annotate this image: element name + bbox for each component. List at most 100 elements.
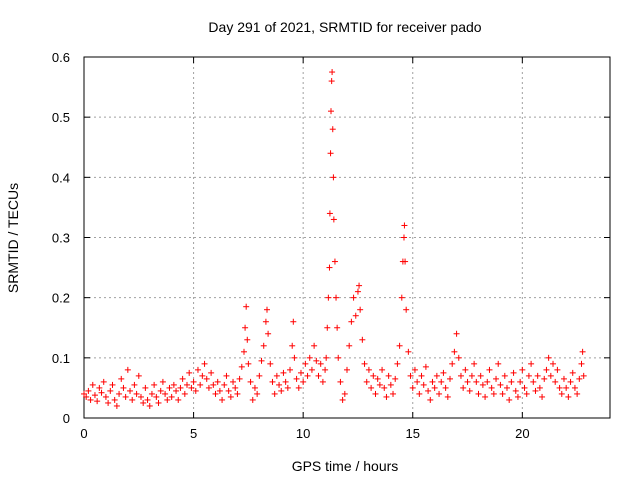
data-point: [131, 381, 138, 388]
data-point: [381, 384, 388, 391]
data-point: [530, 378, 537, 385]
data-point: [278, 387, 285, 394]
data-point: [289, 342, 296, 349]
data-point: [329, 126, 336, 133]
data-point: [521, 384, 528, 391]
y-tick-label: 0.1: [52, 351, 70, 366]
data-point: [258, 357, 265, 364]
data-point: [357, 306, 364, 313]
data-point: [238, 363, 245, 370]
data-point: [159, 378, 166, 385]
data-point: [359, 336, 366, 343]
data-point: [460, 384, 467, 391]
data-point: [514, 393, 521, 400]
data-point: [440, 369, 447, 376]
data-point: [438, 378, 445, 385]
data-point: [276, 381, 283, 388]
data-point: [251, 384, 258, 391]
data-point: [337, 378, 344, 385]
data-point: [177, 384, 184, 391]
data-point: [326, 210, 333, 217]
data-point: [503, 384, 510, 391]
data-point: [306, 354, 313, 361]
data-point: [164, 396, 171, 403]
data-point: [173, 387, 180, 394]
data-point: [137, 393, 144, 400]
data-point: [427, 396, 434, 403]
data-point: [225, 387, 232, 394]
data-point: [271, 390, 278, 397]
x-axis-label: GPS time / hours: [292, 458, 399, 474]
data-point: [567, 378, 574, 385]
data-point: [232, 384, 239, 391]
data-point: [403, 306, 410, 313]
data-point: [264, 306, 271, 313]
data-point: [236, 375, 243, 382]
data-point: [501, 372, 508, 379]
data-point: [506, 396, 513, 403]
data-point: [525, 372, 532, 379]
data-point: [302, 360, 309, 367]
y-tick-label: 0.6: [52, 50, 70, 65]
data-point: [486, 366, 493, 373]
data-point: [466, 387, 473, 394]
data-point: [230, 378, 237, 385]
data-point: [429, 378, 436, 385]
data-point: [216, 387, 223, 394]
data-point: [372, 390, 379, 397]
data-point: [493, 375, 500, 382]
data-point: [442, 384, 449, 391]
data-point: [545, 354, 552, 361]
data-point: [129, 396, 136, 403]
data-point: [416, 390, 423, 397]
chart-title: Day 291 of 2021, SRMTID for receiver pad…: [208, 19, 481, 35]
data-point: [390, 390, 397, 397]
data-point: [569, 369, 576, 376]
data-point: [109, 381, 116, 388]
data-point: [497, 381, 504, 388]
data-point: [376, 381, 383, 388]
axis-ticks: [83, 56, 610, 419]
data-point: [107, 387, 114, 394]
data-point: [330, 216, 337, 223]
data-point: [244, 336, 251, 343]
data-point: [401, 222, 408, 229]
data-point: [414, 378, 421, 385]
data-point: [166, 384, 173, 391]
data-point: [170, 381, 177, 388]
data-point: [519, 366, 526, 373]
data-point: [148, 390, 155, 397]
data-point: [116, 390, 123, 397]
data-point: [558, 390, 565, 397]
data-point: [576, 375, 583, 382]
data-point: [221, 381, 228, 388]
data-point: [468, 372, 475, 379]
y-tick-label: 0.2: [52, 291, 70, 306]
data-point: [100, 378, 107, 385]
data-point: [447, 375, 454, 382]
data-point: [203, 375, 210, 382]
data-point: [490, 390, 497, 397]
data-point: [179, 375, 186, 382]
data-point: [571, 384, 578, 391]
data-point: [157, 387, 164, 394]
data-point: [142, 384, 149, 391]
data-point: [407, 372, 414, 379]
data-point: [512, 387, 519, 394]
data-point: [541, 375, 548, 382]
data-point: [560, 375, 567, 382]
data-point: [405, 348, 412, 355]
data-point: [536, 384, 543, 391]
data-point: [471, 360, 478, 367]
data-point: [98, 389, 105, 396]
data-point: [374, 375, 381, 382]
data-point: [91, 392, 98, 399]
x-tick-label: 15: [406, 426, 420, 441]
data-point: [394, 360, 401, 367]
data-point: [87, 396, 94, 403]
data-point: [422, 363, 429, 370]
data-point: [517, 378, 524, 385]
data-point: [243, 303, 250, 310]
data-point: [315, 372, 322, 379]
data-point: [144, 396, 151, 403]
